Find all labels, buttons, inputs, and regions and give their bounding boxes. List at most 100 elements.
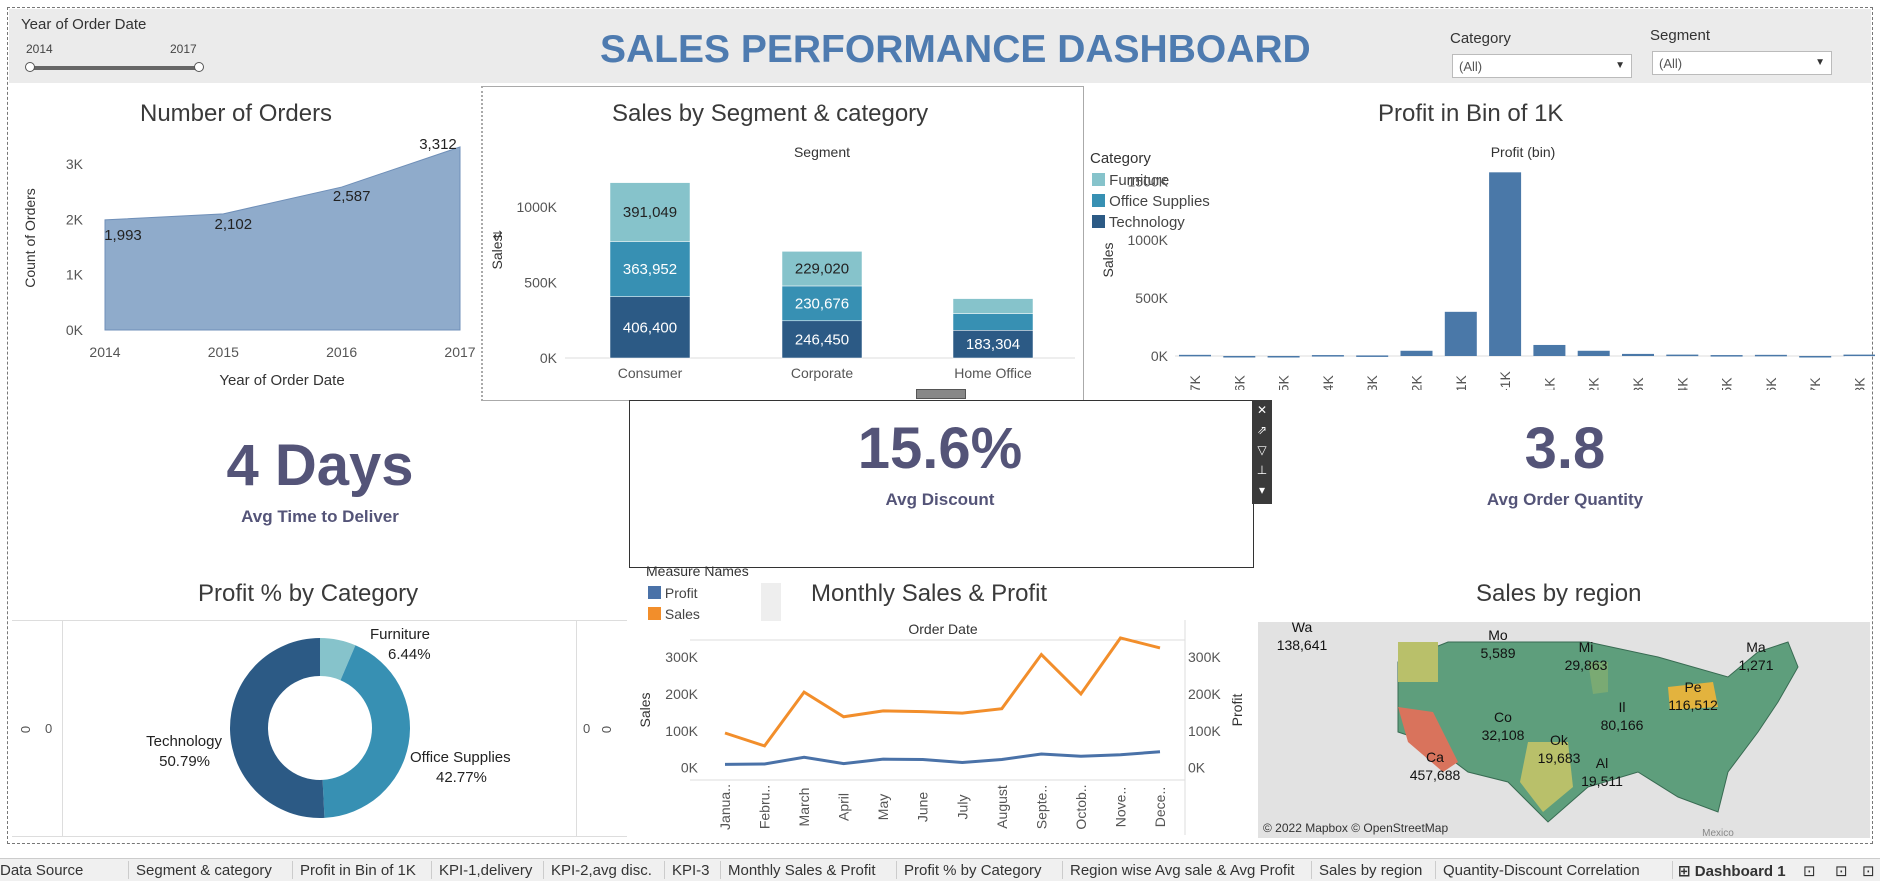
sheet-tab[interactable]: KPI-2,avg disc. (551, 862, 652, 879)
map-value-label: 138,641 (1277, 637, 1328, 653)
sheet-tab[interactable]: Data Source (0, 862, 83, 879)
sheet-tab[interactable]: Region wise Avg sale & Avg Profit (1070, 862, 1295, 879)
segment-bar-office-supplies[interactable] (952, 313, 1034, 331)
quantity-kpi-value: 3.8 (1524, 416, 1606, 481)
segment-bar-furniture[interactable] (781, 251, 863, 287)
category-legend: Furniture Office Supplies Technology (1092, 172, 1210, 235)
segment-bar-technology[interactable] (952, 330, 1034, 359)
chevron-down-icon: ▼ (1615, 60, 1625, 71)
state-california[interactable] (1398, 707, 1458, 772)
profit-bin-bar[interactable] (1710, 355, 1743, 357)
bar-data-label: 406,400 (623, 319, 677, 336)
state-texas[interactable] (1520, 742, 1573, 812)
donut-category-label: Technology (146, 733, 222, 750)
category-dropdown[interactable]: (All) ▼ (1452, 54, 1632, 78)
resize-handle[interactable] (916, 389, 966, 399)
profit-bin-bar[interactable] (1754, 354, 1787, 357)
donut-slice-office-supplies[interactable] (322, 645, 411, 818)
legend-item-office-supplies[interactable]: Office Supplies (1092, 193, 1210, 214)
orders-chart[interactable]: 3K 2K 1K 0K 1,993 2014 2,102 2015 2,587 2016 3,312… (15, 135, 485, 400)
year-slider-handle-max[interactable] (194, 62, 204, 72)
profit-pct-donut-chart[interactable]: Furniture 6.44% Office Supplies 42.77% Techn… (130, 620, 550, 836)
bar-data-label: 246,450 (795, 331, 849, 348)
profit-bin-bar[interactable] (1311, 355, 1344, 357)
measure-names-legend-title: Measure Names (646, 563, 749, 579)
new-dashboard-icon[interactable]: ⊡ (1835, 863, 1848, 880)
year-max-label: 2017 (170, 42, 197, 56)
segment-chart[interactable]: Segment Sales⇅ 1000K 500K 0K 406,400 363,952 39… (485, 140, 1080, 400)
sheet-tab[interactable]: KPI-1,delivery (439, 862, 532, 879)
segment-bar-furniture[interactable] (609, 182, 691, 242)
filter-icon[interactable]: ▽ (1257, 443, 1267, 457)
legend-item-sales[interactable]: Sales (648, 606, 700, 627)
profit-bin-bar[interactable] (1666, 354, 1699, 357)
year-slider-handle-min[interactable] (25, 62, 35, 72)
open-sheet-icon[interactable]: ⇗ (1256, 423, 1268, 437)
profit-bin-bar[interactable] (1223, 356, 1256, 358)
profit-bin-bar[interactable] (1179, 354, 1211, 357)
line-sales[interactable] (724, 636, 1161, 748)
y-tick-label-right: 0K (1188, 760, 1206, 776)
line-profit[interactable] (724, 750, 1161, 766)
profit-bin-bar[interactable] (1400, 350, 1433, 356)
legend-item-furniture[interactable]: Furniture (1092, 172, 1210, 193)
x-tick-label: March (796, 788, 812, 827)
sheet-tab[interactable]: Profit in Bin of 1K (300, 862, 416, 879)
monthly-chart[interactable]: Order Date 300K 300K 200K 200K 100K 100K 0K 0K Sa… (630, 615, 1250, 840)
sheet-tab-label: Region wise Avg sale & Avg Profit (1070, 862, 1295, 879)
new-story-icon[interactable]: ⊡ (1862, 863, 1875, 880)
segment-bar-technology[interactable] (609, 296, 691, 359)
sheet-tab[interactable]: Profit % by Category (904, 862, 1042, 879)
sheet-tab[interactable]: Quantity-Discount Correlation (1443, 862, 1640, 879)
x-tick-label: 2014 (89, 344, 120, 360)
orders-area[interactable] (104, 146, 461, 331)
profit-bin-bar[interactable] (1489, 172, 1522, 356)
legend-item-technology[interactable]: Technology (1092, 214, 1210, 235)
state-washington[interactable] (1398, 642, 1438, 682)
region-map[interactable]: Wa 138,641 Mo 5,589 Mi 29,863 Ma 1,271 Pe 116,512… (1258, 622, 1870, 838)
segment-bar-office-supplies[interactable] (609, 241, 691, 297)
pin-icon[interactable]: ⊥ (1256, 463, 1268, 477)
donut-slice-technology[interactable] (230, 638, 325, 818)
y-tick-label: 1000K (517, 199, 558, 215)
axis-zero-label: 0 (45, 721, 53, 736)
profit-bin-bar[interactable] (1799, 356, 1832, 358)
profit-bin-bar[interactable] (1356, 355, 1389, 357)
y-tick-label: 500K (524, 275, 557, 291)
profit-pct-bottom-line (12, 836, 627, 837)
close-icon[interactable]: ✕ (1256, 403, 1268, 417)
year-range-slider[interactable] (28, 66, 200, 70)
state-pennsylvania[interactable] (1668, 682, 1718, 710)
monthly-header: Order Date (908, 621, 977, 637)
donut-slice-furniture[interactable] (320, 638, 356, 681)
state-michigan[interactable] (1588, 662, 1608, 694)
y-tick-label-left: 0K (681, 760, 699, 776)
new-worksheet-icon[interactable]: ⊡ (1803, 863, 1816, 880)
x-tick-label: 7K (1807, 377, 1823, 390)
segment-dropdown[interactable]: (All) ▼ (1652, 51, 1832, 75)
profit-bin-chart[interactable]: Profit (bin) Sales 1500K 1000K 500K 0K -7K -6K -… (1095, 140, 1875, 390)
profit-bin-bar[interactable] (1577, 350, 1610, 356)
profit-bin-bar[interactable] (1267, 356, 1300, 358)
sheet-tab[interactable]: KPI-3 (672, 862, 710, 879)
segment-bar-furniture[interactable] (952, 298, 1034, 314)
sheet-tab-label: KPI-3 (672, 862, 710, 879)
sheet-tab[interactable]: Segment & category (136, 862, 272, 879)
tab-separator (1672, 861, 1673, 879)
profit-bin-bar[interactable] (1622, 353, 1654, 356)
sheet-tab[interactable]: Monthly Sales & Profit (728, 862, 876, 879)
legend-item-profit[interactable]: Profit (648, 585, 700, 606)
sort-icon[interactable]: ⇅ (491, 230, 505, 240)
profit-bin-bar[interactable] (1843, 354, 1876, 357)
sheet-tab[interactable]: ⊞ Dashboard 1 (1678, 862, 1786, 880)
map-state-label: Il (1619, 699, 1626, 715)
axis-zero-label: 0 (583, 721, 591, 736)
sheet-tab[interactable]: Sales by region (1319, 862, 1422, 879)
segment-bar-office-supplies[interactable] (781, 285, 863, 322)
legend-scroll-area[interactable] (761, 583, 781, 621)
profit-bin-bar[interactable] (1533, 344, 1566, 356)
x-tick-label: 6K (1763, 377, 1779, 390)
segment-bar-technology[interactable] (781, 320, 863, 359)
more-options-icon[interactable]: ▾ (1258, 483, 1266, 497)
profit-bin-bar[interactable] (1444, 311, 1477, 356)
